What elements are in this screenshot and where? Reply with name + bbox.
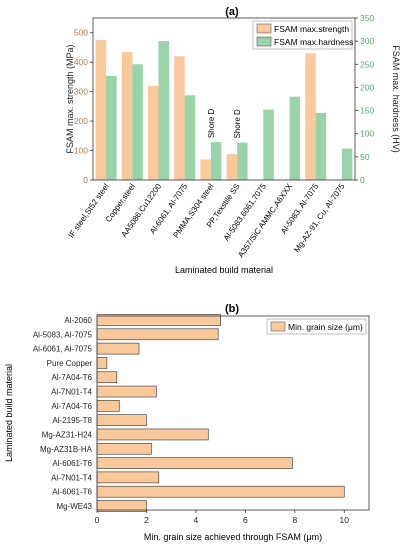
panel-a-annotation-0: Shore D (207, 108, 216, 138)
panel-a: (a) Shore D Shore D 0 100 200 300 400 500 0 50 1… (65, 6, 401, 275)
panel-a-label: (a) (225, 6, 239, 18)
hardness-bar-8 (315, 112, 327, 180)
strength-bar-5 (226, 154, 238, 180)
strength-bar-8 (305, 53, 316, 180)
panel-a-right-tick-label-5: 250 (360, 59, 374, 69)
strength-bar-3 (174, 56, 185, 180)
hardness-bar-4 (210, 142, 222, 180)
panel-b-y-tick-label-5: Al-7N01-T4 (51, 388, 92, 397)
panel-a-x-tick-labels: IF steel,St52 steelCopper,steelAA5086,Cu… (67, 181, 347, 259)
panel-b-y-tick-label-1: Al-5083, Al-7075 (33, 330, 93, 339)
hardness-bar-2 (158, 41, 169, 181)
panel-a-left-tick-label-2: 200 (74, 116, 88, 126)
panel-a-x-axis-label: Laminated build material (175, 265, 273, 275)
panel-b-y-tick-label-10: Al-6061-T6 (52, 459, 92, 468)
panel-b-y-tick-labels: Al-2060 Al-5083, Al-7075 Al-6061, Al-7075 P… (33, 316, 93, 511)
strength-bar-1 (121, 51, 133, 180)
panel-b-x-axis-label: Min. grain size achieved through FSAM (μ… (144, 532, 322, 542)
panel-b-y-axis-label: Laminated build material (4, 364, 14, 462)
panel-b-x-tick-label-2: 4 (194, 515, 199, 525)
panel-a-right-tick-label-1: 50 (360, 152, 370, 162)
panel-a-y-axis-label-left: FSAM max. strength (MPa) (65, 44, 75, 153)
panel-b-y-tick-label-13: Mg-WE43 (56, 502, 92, 511)
panel-a-x-tick-label-0: IF steel,St52 steel (67, 182, 111, 240)
hardness-bar-1 (132, 64, 143, 180)
panel-a-annotations: Shore D Shore D (207, 108, 242, 138)
hardness-bar-3 (184, 95, 196, 180)
hardness-bar-7 (289, 96, 300, 180)
panel-b-label: (b) (225, 303, 239, 315)
panel-a-left-axis: 0 100 200 300 400 500 (74, 28, 93, 185)
panel-b-x-tick-label-5: 10 (340, 515, 350, 525)
panel-b-x-tick-label-1: 2 (144, 515, 149, 525)
panel-a-right-tick-label-7: 350 (360, 13, 374, 23)
panel-b-x-tick-label-3: 6 (243, 515, 248, 525)
panel-a-x-tick-label-9: Mg-AZ-91, Cu, Al-7075 (292, 182, 347, 255)
panel-a-left-tick-label-1: 100 (74, 146, 88, 156)
panel-b-y-tick-label-4: Al-7A04-T6 (52, 373, 93, 382)
panel-a-bars (95, 40, 353, 181)
panel-a-left-tick-label-3: 300 (74, 87, 88, 97)
strength-bar-2 (148, 85, 159, 180)
panel-a-right-tick-label-4: 200 (360, 82, 374, 92)
grain-size-bar-12 (96, 485, 345, 498)
panel-a-legend: FSAM max.strength FSAM max.hardness (252, 20, 353, 50)
panel-a-left-tick-label-4: 400 (74, 57, 88, 67)
panel-b-y-tick-label-9: Mg-AZ31B-HA (40, 445, 93, 454)
legend-a-swatch-strength (256, 23, 272, 34)
panel-a-left-tick-label-0: 0 (83, 175, 88, 185)
panel-a-annotation-1: Shore D (233, 109, 242, 139)
panel-b: (b) Al-2060 Al-5083, Al-7075 Al-6061, Al-7… (4, 303, 370, 542)
strength-bar-0 (95, 40, 107, 180)
legend-a-swatch-hardness (256, 36, 272, 47)
panel-a-right-tick-label-0: 0 (360, 175, 365, 185)
panel-b-y-tick-label-7: Al-2195-T8 (52, 416, 92, 425)
strength-bar-4 (200, 159, 211, 180)
panel-b-y-tick-label-12: Al-6061-T6 (52, 488, 92, 497)
grain-size-bar-9 (96, 442, 152, 455)
hardness-bar-6 (263, 109, 274, 180)
panel-b-bars (96, 314, 345, 512)
grain-size-bar-1 (96, 328, 219, 341)
legend-b-swatch (270, 321, 286, 332)
hardness-bar-0 (106, 75, 117, 180)
grain-size-bar-3 (96, 357, 108, 369)
grain-size-bar-7 (96, 414, 147, 426)
grain-size-bar-4 (96, 371, 118, 384)
grain-size-bar-5 (96, 385, 157, 398)
grain-size-bar-8 (96, 428, 209, 441)
legend-b-box (266, 318, 367, 335)
panel-a-right-tick-label-6: 300 (360, 36, 374, 46)
panel-b-frame (96, 315, 370, 511)
panel-b-x-tick-label-4: 8 (292, 515, 297, 525)
panel-a-right-tick-label-2: 100 (360, 129, 374, 139)
panel-b-x-axis: 0 2 4 6 8 10 (95, 510, 350, 525)
legend-b-label: Min. grain size (μm) (288, 322, 363, 332)
panel-a-frame (92, 17, 356, 181)
legend-a-label-strength: FSAM max.strength (274, 24, 349, 34)
panel-a-left-tick-label-5: 500 (74, 28, 88, 38)
grain-size-bar-6 (96, 400, 120, 412)
panel-b-y-tick-label-3: Pure Copper (47, 359, 93, 368)
panel-a-right-tick-label-3: 150 (360, 106, 374, 116)
legend-a-label-hardness: FSAM max.hardness (274, 37, 353, 47)
panel-b-legend: Min. grain size (μm) (266, 318, 367, 335)
panel-b-y-tick-label-11: Al-7N01-T4 (51, 473, 92, 482)
panel-b-y-tick-label-6: Al-7A04-T6 (52, 402, 93, 411)
grain-size-bar-10 (96, 457, 293, 469)
panel-a-right-axis: 0 50 100 150 200 250 300 350 (355, 13, 374, 185)
panel-b-y-tick-label-0: Al-2060 (64, 316, 92, 325)
panel-b-y-tick-label-2: Al-6061, Al-7075 (33, 345, 93, 354)
panel-a-y-axis-label-right: FSAM max. hardness (HV) (391, 45, 401, 153)
grain-size-bar-2 (96, 342, 140, 355)
grain-size-bar-11 (96, 471, 160, 484)
hardness-bar-9 (341, 148, 353, 180)
panel-b-y-tick-label-8: Mg-AZ31-H24 (42, 430, 93, 439)
panel-b-x-tick-label-0: 0 (95, 515, 100, 525)
hardness-bar-5 (237, 142, 248, 180)
